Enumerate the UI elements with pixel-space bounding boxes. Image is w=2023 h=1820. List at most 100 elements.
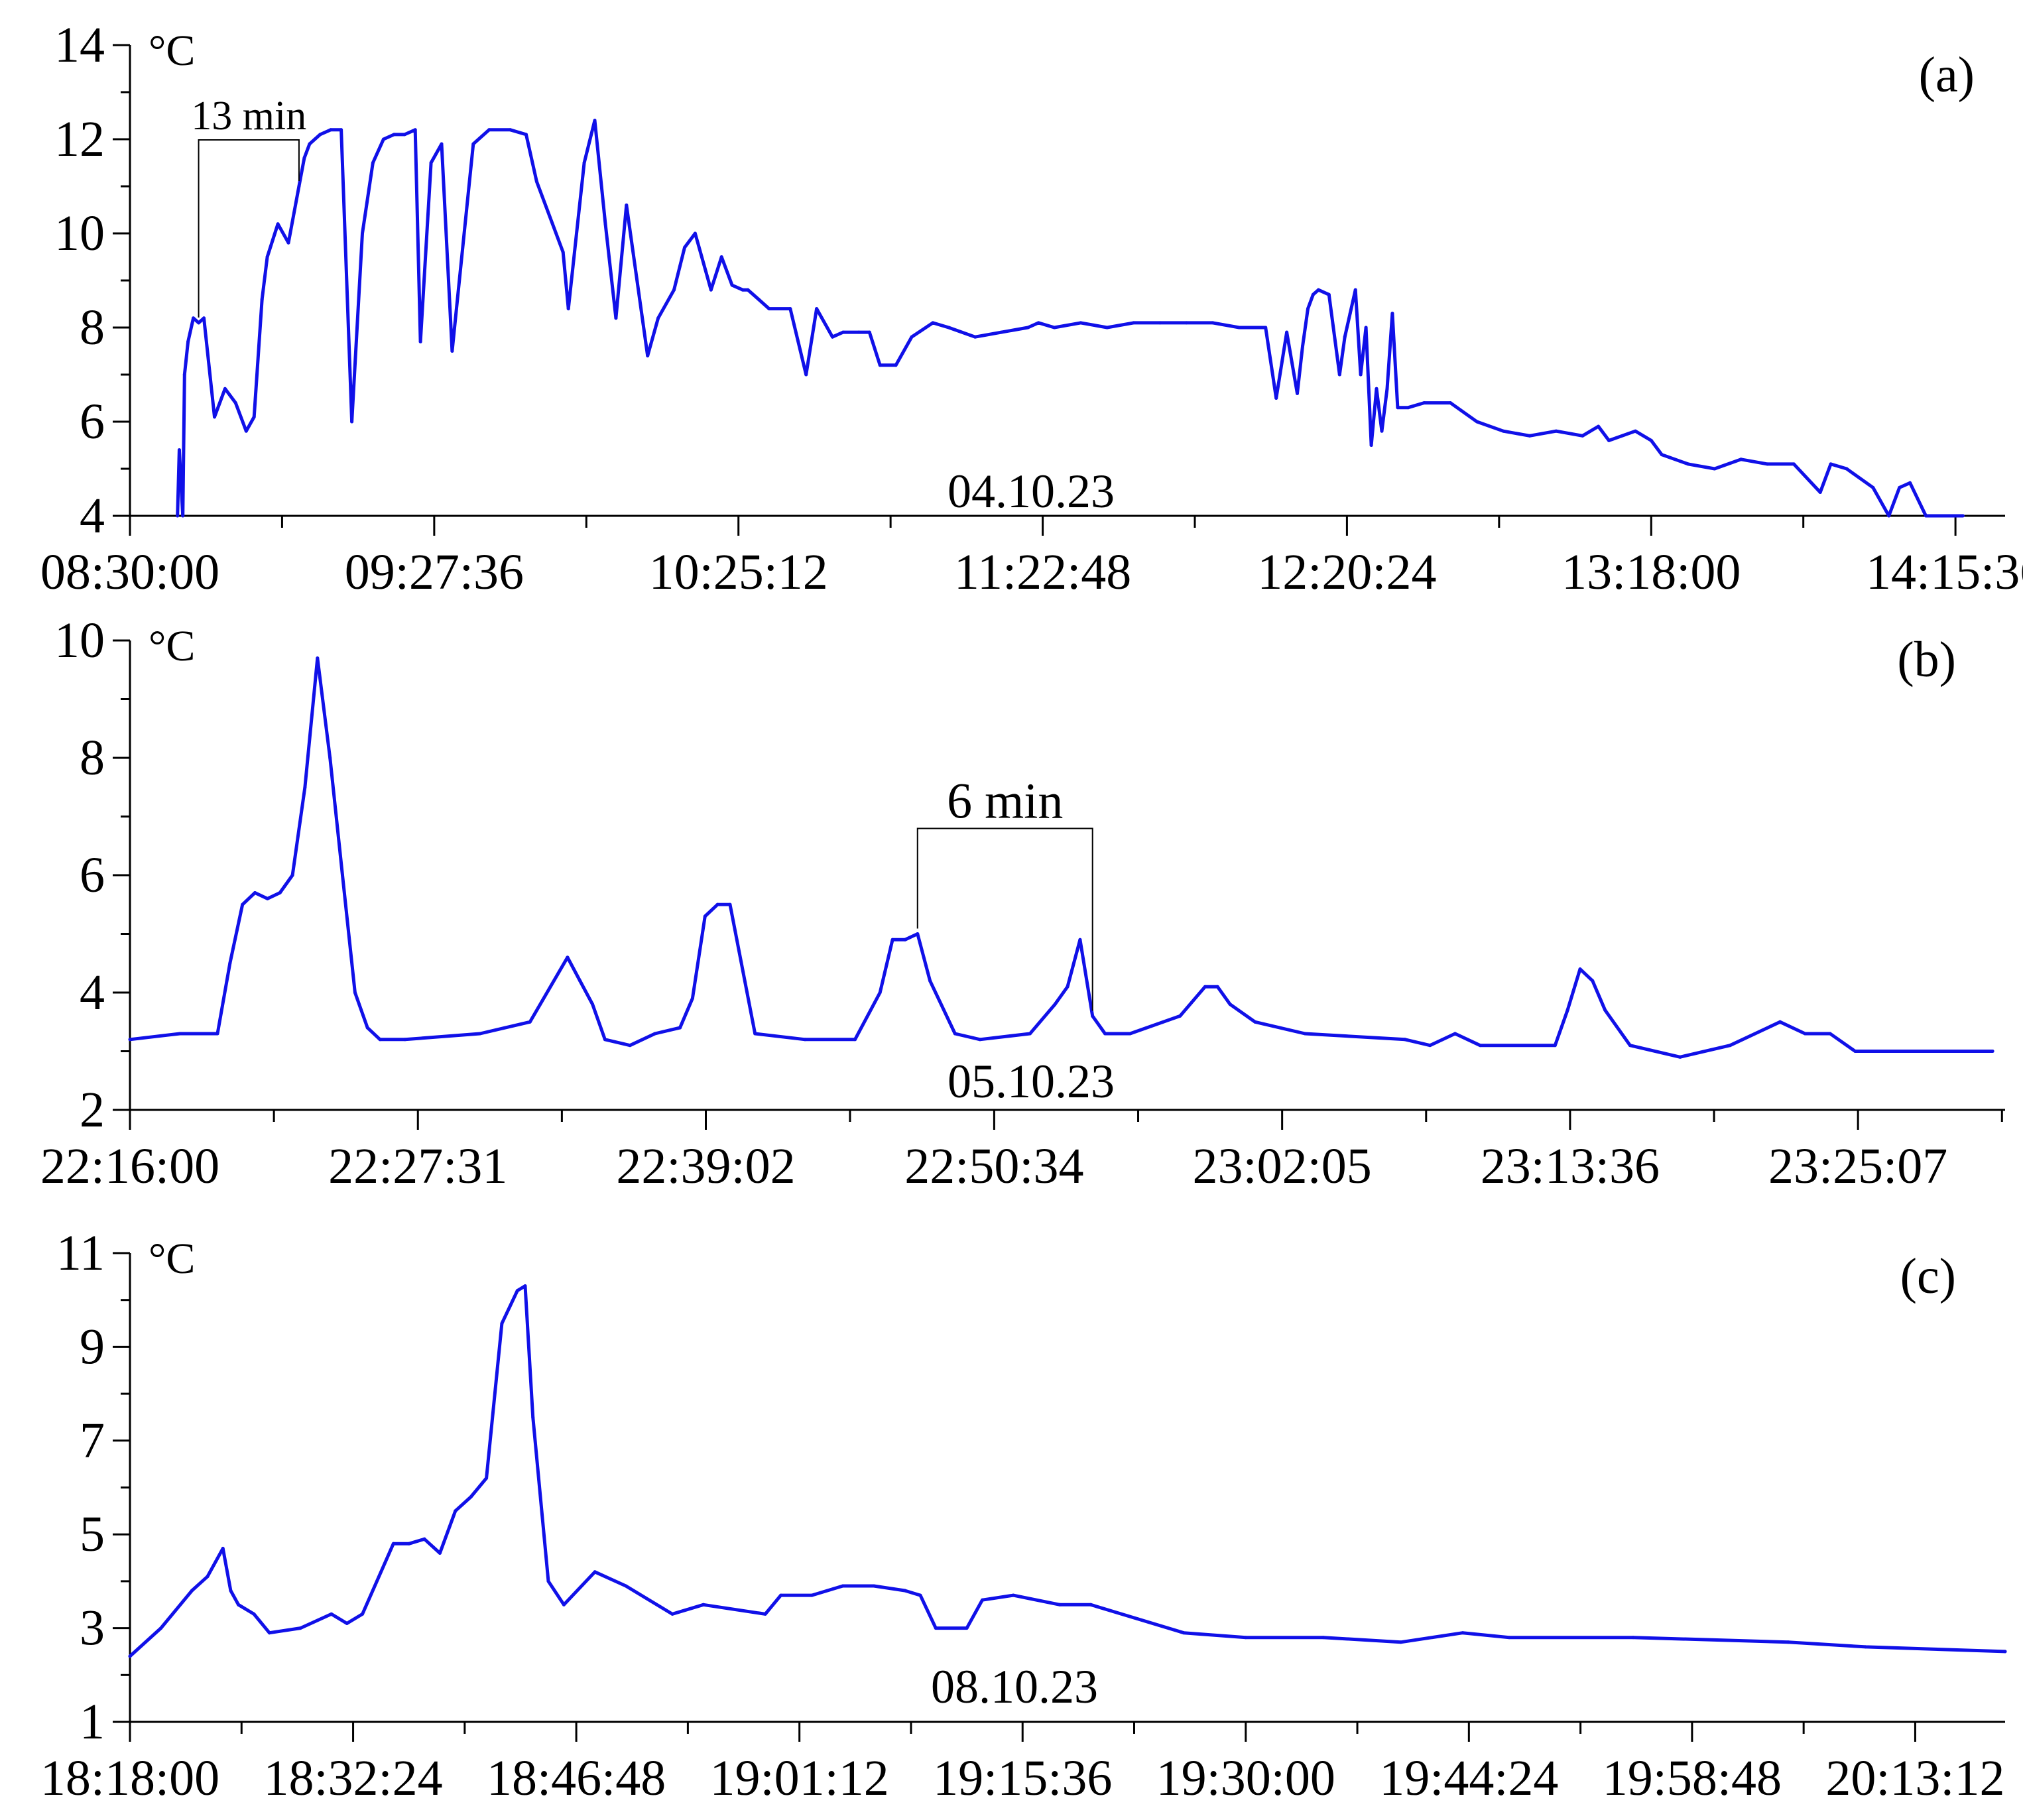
data-point [763, 1612, 767, 1616]
data-point [361, 231, 364, 235]
annotation-bracket [916, 827, 1093, 1011]
data-point [192, 316, 196, 320]
data-point [1597, 424, 1601, 428]
data-point [1403, 1038, 1407, 1042]
data-point [1364, 326, 1368, 330]
data-point [329, 128, 333, 132]
data-point [330, 1612, 334, 1616]
data-point [678, 1026, 682, 1030]
data-point [1399, 1640, 1402, 1644]
data-point [1686, 462, 1690, 466]
data-point [981, 1598, 984, 1602]
data-point [328, 756, 332, 760]
data-point [422, 1537, 426, 1541]
y-tick-label: 14 [54, 17, 105, 73]
data-point [767, 307, 771, 311]
data-point [1053, 1002, 1057, 1006]
data-point [341, 873, 344, 877]
x-tick-label: 23:13:36 [1481, 1138, 1660, 1194]
data-point [438, 1551, 442, 1555]
data-point [624, 1584, 628, 1588]
data-point [1461, 1631, 1465, 1635]
chart-panel-c: 1 3 5 7 9 11 18:18:00 18:32:24 18:46:48 19:01:12 1… [40, 1225, 2007, 1806]
data-point [177, 448, 181, 452]
data-point [1501, 429, 1505, 433]
data-point [2003, 1650, 2007, 1654]
data-point [1359, 373, 1363, 377]
y-tick-label: 1 [80, 1694, 105, 1750]
data-point [1660, 453, 1664, 457]
data-point [903, 938, 907, 941]
data-point [965, 1626, 969, 1630]
y-tick-label: 5 [80, 1506, 105, 1562]
data-point [229, 1589, 233, 1593]
data-point [1343, 335, 1347, 339]
data-point [241, 902, 245, 906]
data-point [1253, 1020, 1257, 1024]
data-point [709, 288, 713, 292]
data-point [561, 250, 565, 254]
data-point [186, 339, 190, 343]
data-point [1396, 406, 1400, 410]
data-point [190, 1589, 194, 1593]
data-point [1478, 1044, 1482, 1048]
x-tick-label: 22:50:34 [904, 1138, 1083, 1194]
data-point [857, 330, 861, 334]
data-point [371, 161, 375, 164]
data-point [804, 373, 808, 377]
data-point [1390, 312, 1394, 316]
data-point [365, 1026, 369, 1030]
data-point [625, 203, 629, 207]
data-point [1713, 467, 1717, 471]
data-point [1581, 434, 1585, 438]
data-point [853, 1038, 857, 1042]
unit-label: °C [149, 27, 195, 75]
data-point [1215, 985, 1219, 989]
data-point [1739, 457, 1743, 461]
data-point [361, 1612, 365, 1616]
x-tick-label: 19:15:36 [933, 1750, 1112, 1806]
data-point [890, 938, 894, 941]
data-point [918, 1593, 922, 1597]
data-point [478, 1032, 482, 1036]
data-point [1845, 467, 1849, 471]
data-point [690, 997, 694, 1001]
data-point [1422, 401, 1426, 405]
chart-panel-a: 4 6 8 10 12 14 08:30:00 09:27:36 10:25:12 11:22:4… [40, 17, 2023, 600]
data-point [221, 1546, 225, 1550]
data-point [402, 133, 406, 137]
data-point [392, 133, 396, 137]
data-point [903, 1589, 907, 1593]
data-point [603, 222, 607, 226]
data-point [265, 255, 269, 259]
data-point [546, 1579, 550, 1583]
data-point [1182, 1631, 1186, 1635]
data-point [1924, 514, 1928, 518]
date-label: 08.10.23 [931, 1660, 1098, 1713]
data-point [653, 1032, 657, 1036]
x-tick-label: 11:22:48 [954, 544, 1131, 600]
x-tick-label: 19:58:48 [1603, 1750, 1782, 1806]
data-point [178, 1032, 182, 1036]
data-point [1603, 1008, 1607, 1012]
data-point [656, 316, 660, 320]
data-point [1591, 979, 1595, 983]
data-point [1428, 1044, 1432, 1048]
data-point [894, 363, 898, 367]
y-tick-label: 4 [80, 965, 105, 1020]
data-point [803, 1038, 807, 1042]
data-point [1158, 321, 1162, 325]
data-point [973, 335, 977, 339]
data-point [318, 133, 322, 137]
data-point [487, 128, 491, 132]
x-tick-label: 18:46:48 [487, 1750, 666, 1806]
data-point [1089, 1603, 1093, 1607]
data-point [237, 1603, 241, 1607]
data-point [1026, 326, 1030, 330]
data-point [999, 330, 1003, 334]
data-point [928, 979, 932, 983]
date-label: 04.10.23 [948, 465, 1115, 518]
annotation-label: 6 min [947, 774, 1063, 829]
data-point [1385, 387, 1389, 391]
data-point [670, 1612, 674, 1616]
